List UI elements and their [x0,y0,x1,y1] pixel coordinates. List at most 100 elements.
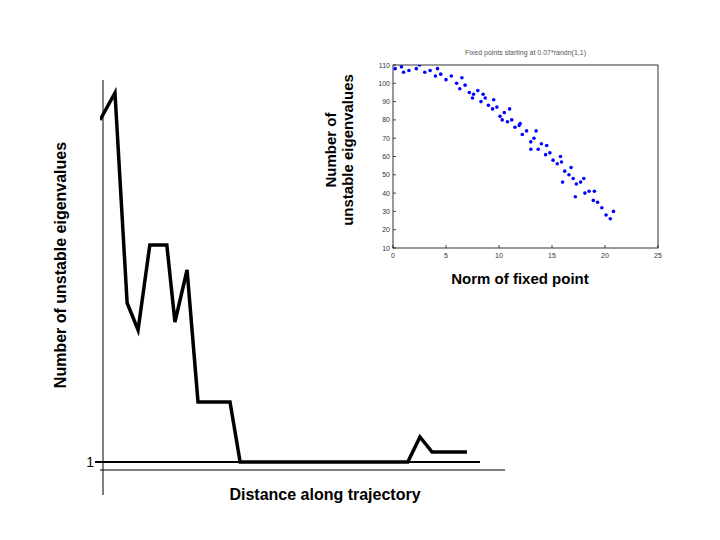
scatter-point [525,129,529,133]
y-tick [393,65,396,66]
y-axis-label-line: unstable eigenvalues [339,74,356,226]
scatter-point [582,177,586,181]
scatter-point [460,76,464,80]
x-tick [499,245,500,248]
scatter-point [561,180,565,184]
x-tick [393,245,394,248]
y-tick-label: 60 [382,153,390,160]
scatter-point [434,74,438,78]
scatter-point [428,69,432,73]
x-tick-label: 0 [391,252,395,259]
x-tick-label: 25 [654,252,662,259]
scatter-point [600,206,604,210]
y-tick [393,211,396,212]
x-tick-label: 15 [548,252,556,259]
y-axis-label: Number ofunstable eigenvalues [322,74,356,226]
scatter-point [560,160,564,164]
y-tick-label: 100 [378,80,390,87]
scatter-point [503,111,507,115]
scatter-point [559,155,563,159]
y-tick [95,461,100,463]
y-tick-label: 10 [382,245,390,252]
y-tick-label: 70 [382,135,390,142]
y-tick [393,193,396,194]
scatter-point [400,65,404,69]
x-tick-label: 10 [495,252,503,259]
scatter-point [518,122,522,126]
scatter-point [529,140,533,144]
scatter-point [458,87,462,91]
scatter-point [487,103,491,107]
scatter-point [556,162,560,166]
figure: 1Distance along trajectoryNumber of unst… [0,0,720,540]
scatter-point [468,91,472,95]
scatter-point [569,166,573,170]
scatter-point [521,133,525,137]
y-tick-label: 90 [382,98,390,105]
y-tick [393,156,396,157]
scatter-point [544,153,548,157]
scatter-point [463,83,467,87]
y-axis [103,80,104,495]
scatter-point [500,118,504,122]
scatter-point [444,78,448,82]
scatter-point [548,151,552,155]
scatter-point [471,96,475,100]
y-axis-label: Number of unstable eigenvalues [52,142,69,388]
scatter-point [506,120,510,124]
y-tick [393,138,396,139]
y-tick-label: 40 [382,190,390,197]
scatter-point [529,147,533,151]
scatter-point [481,92,485,96]
scatter-point [532,136,536,140]
scatter-point [402,71,406,75]
scatter-point [612,210,616,214]
scatter-point [596,200,600,204]
inset-title: Fixed points starting at 0.07*randn(1,1) [465,49,586,57]
page: {"chart_data": [ {"type": "line", "xlabe… [0,0,720,540]
scatter-point [587,189,591,193]
scatter-point [472,92,476,96]
y-tick-label: 30 [382,208,390,215]
x-axis-label: Norm of fixed point [451,270,589,287]
x-tick [658,245,659,248]
y-tick-label: 50 [382,171,390,178]
scatter-point [609,217,613,221]
scatter-point [492,98,496,102]
scatter-point [536,147,540,151]
inset-chart: 0510152025102030405060708090100110Fixed … [322,49,662,287]
scatter-point [574,195,578,199]
scatter-point [491,107,495,111]
x-tick [446,245,447,248]
scatter-point [583,191,587,195]
scatter-point [534,129,538,133]
y-tick [393,101,396,102]
scatter-point [418,65,422,67]
x-tick [605,245,606,248]
scatter-point [540,142,544,146]
plot-frame [393,65,658,248]
x-tick-label: 5 [444,252,448,259]
scatter-point [593,189,597,193]
y-tick-label: 110 [379,62,390,69]
plot-area [393,65,615,221]
scatter-point [415,67,419,71]
y-tick [393,248,396,249]
scatter-point [563,169,567,173]
y-tick [393,83,396,84]
x-tick [552,245,553,248]
scatter-point [476,89,480,93]
scatter-point [592,199,596,203]
y-tick [393,229,396,230]
scatter-point [604,213,608,217]
scatter-point [450,74,454,78]
y-tick-label: 80 [382,116,390,123]
scatter-point [579,180,583,184]
scatter-point [407,69,411,73]
y-tick [393,174,396,175]
scatter-point [455,82,459,86]
scatter-point [436,67,440,71]
scatter-point [567,173,571,177]
y-axis-label-line: Number of [322,111,339,187]
scatter-point [495,105,499,109]
